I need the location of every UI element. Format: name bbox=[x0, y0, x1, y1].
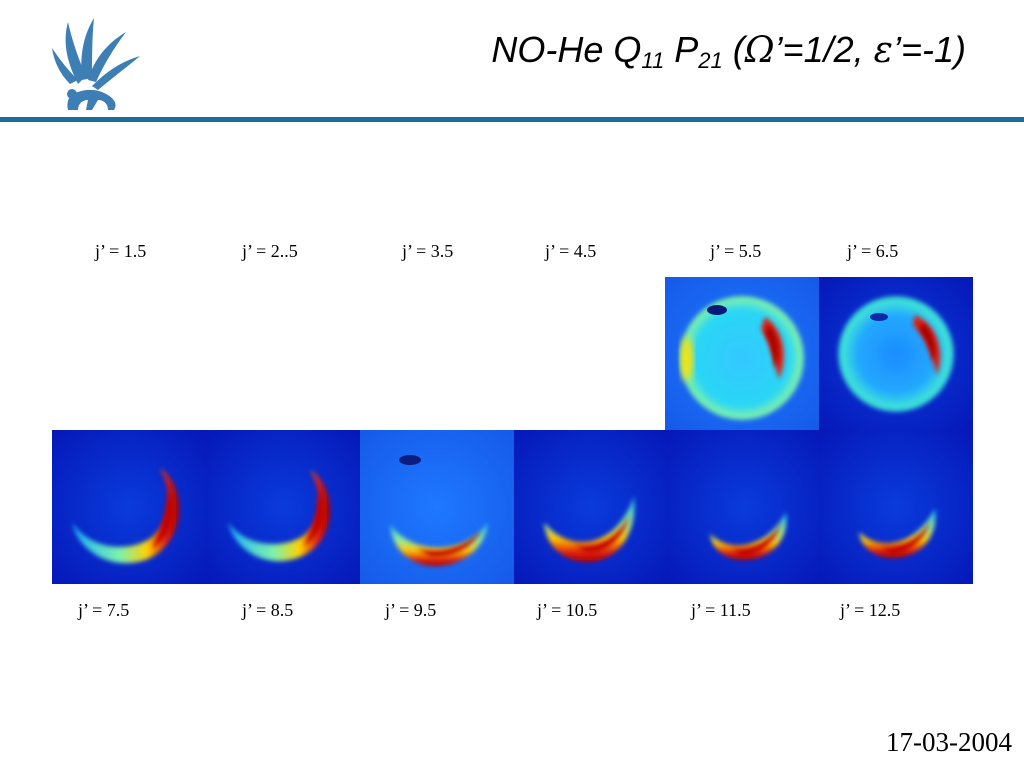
bottom-label-1: j’ = 7.5 bbox=[78, 600, 130, 620]
top-label-3: j’ = 3.5 bbox=[402, 241, 454, 261]
top-label-2: j’ = 2..5 bbox=[242, 241, 298, 261]
image-j-11-5 bbox=[668, 430, 822, 584]
top-label-5: j’ = 5.5 bbox=[710, 241, 762, 261]
image-j-6-5 bbox=[819, 277, 973, 431]
image-j-10-5 bbox=[514, 430, 668, 584]
image-j-9-5 bbox=[360, 430, 514, 584]
omega-symbol: Ω bbox=[744, 30, 775, 71]
image-j-7-5 bbox=[52, 430, 206, 584]
image-j-8-5 bbox=[206, 430, 360, 584]
image-j-12-5 bbox=[819, 430, 973, 584]
title-rule bbox=[0, 117, 1024, 122]
bottom-label-6: j’ = 12.5 bbox=[840, 600, 901, 620]
top-label-6: j’ = 6.5 bbox=[847, 241, 899, 261]
bottom-label-3: j’ = 9.5 bbox=[385, 600, 437, 620]
image-j-5-5 bbox=[665, 277, 819, 431]
bottom-label-2: j’ = 8.5 bbox=[242, 600, 294, 620]
top-label-4: j’ = 4.5 bbox=[545, 241, 597, 261]
bottom-label-5: j’ = 11.5 bbox=[691, 600, 751, 620]
slide-date: 17-03-2004 bbox=[886, 727, 1012, 757]
epsilon-symbol: ε bbox=[873, 30, 893, 71]
bottom-label-4: j’ = 10.5 bbox=[537, 600, 598, 620]
university-logo-icon bbox=[52, 18, 140, 110]
top-label-1: j’ = 1.5 bbox=[95, 241, 147, 261]
slide-title: NO-He Q11 P21 (Ω’=1/2, ε’=-1) bbox=[491, 29, 966, 73]
